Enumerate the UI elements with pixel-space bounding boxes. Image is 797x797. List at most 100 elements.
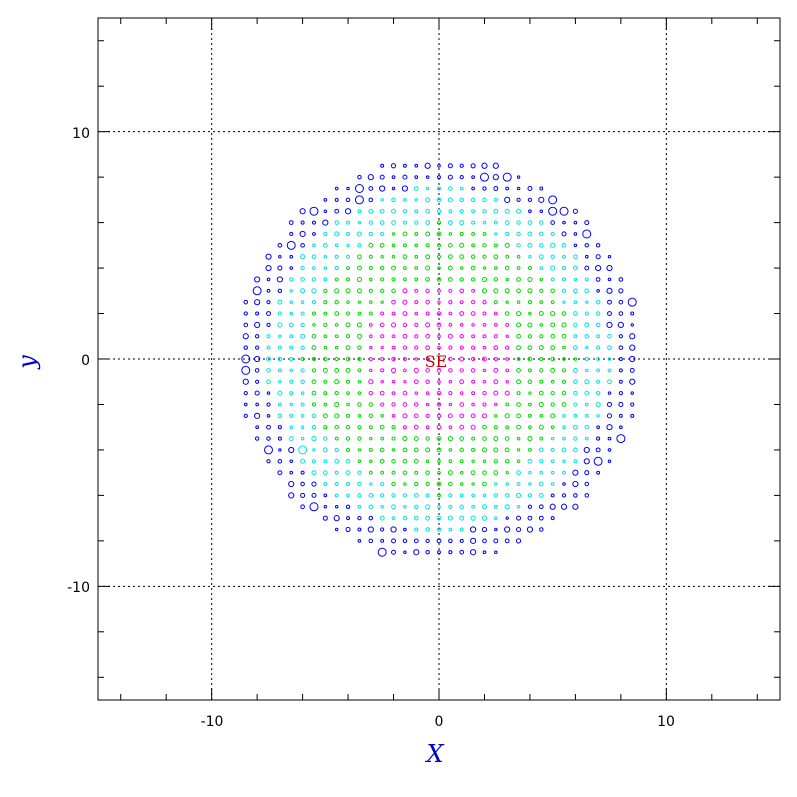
- data-point: [346, 402, 350, 407]
- data-point: [573, 402, 578, 407]
- data-point: [402, 288, 408, 294]
- data-point: [539, 470, 544, 475]
- data-point: [425, 481, 430, 487]
- data-point: [516, 424, 521, 430]
- data-point: [504, 538, 510, 544]
- data-point: [528, 470, 532, 475]
- data-point: [550, 402, 555, 407]
- data-point: [288, 277, 294, 282]
- data-point: [448, 493, 453, 498]
- data-point: [482, 334, 487, 339]
- data-point: [504, 288, 510, 294]
- data-point: [345, 322, 351, 328]
- data-point: [471, 482, 475, 486]
- data-point: [572, 367, 578, 373]
- data-point: [584, 277, 589, 282]
- data-point: [516, 515, 522, 521]
- data-point: [459, 197, 464, 203]
- data-point: [584, 390, 590, 396]
- data-point: [380, 277, 385, 282]
- data-point: [346, 186, 350, 191]
- data-point: [345, 345, 351, 351]
- data-point: [300, 402, 305, 407]
- data-point: [539, 413, 544, 418]
- data-point: [550, 436, 555, 441]
- data-point: [459, 254, 465, 260]
- data-point: [368, 390, 373, 396]
- data-point: [334, 288, 340, 294]
- data-point: [448, 459, 453, 464]
- data-point: [311, 254, 317, 260]
- data-point: [300, 322, 305, 328]
- data-point: [595, 390, 601, 396]
- data-point: [346, 254, 350, 259]
- data-point: [516, 448, 521, 452]
- data-point: [401, 185, 408, 192]
- data-point: [616, 434, 626, 444]
- data-point: [413, 186, 419, 191]
- data-point: [413, 447, 419, 453]
- data-point: [527, 300, 533, 305]
- data-point: [482, 243, 487, 248]
- data-point: [379, 447, 385, 453]
- data-point: [333, 515, 340, 522]
- data-point: [345, 526, 351, 533]
- data-point: [266, 379, 271, 385]
- data-point: [357, 311, 362, 316]
- data-point: [334, 505, 339, 509]
- data-point: [573, 459, 578, 464]
- data-point: [505, 368, 510, 373]
- data-point: [289, 334, 294, 339]
- data-point: [413, 413, 419, 419]
- data-point: [346, 243, 350, 248]
- data-point: [516, 367, 521, 373]
- data-point: [481, 288, 487, 294]
- data-point: [368, 242, 374, 248]
- data-point: [562, 436, 566, 441]
- data-point: [550, 516, 555, 521]
- data-point: [425, 243, 430, 248]
- data-point: [425, 527, 430, 532]
- data-point: [264, 445, 273, 455]
- data-point: [391, 380, 396, 384]
- data-point: [550, 220, 555, 225]
- data-point: [380, 334, 385, 339]
- data-point: [516, 243, 521, 248]
- data-point: [322, 515, 328, 521]
- data-point: [414, 277, 419, 282]
- data-point: [414, 311, 419, 316]
- data-point: [493, 322, 498, 327]
- data-point: [583, 446, 590, 454]
- data-point: [482, 436, 487, 441]
- data-point: [425, 447, 431, 453]
- data-point: [425, 504, 431, 510]
- data-point: [493, 220, 498, 225]
- data-point: [357, 243, 362, 248]
- data-point: [323, 356, 328, 362]
- data-point: [254, 276, 261, 283]
- data-point: [504, 493, 510, 498]
- data-point: [437, 334, 441, 339]
- data-point: [334, 391, 339, 396]
- data-point: [402, 197, 407, 202]
- data-point: [391, 175, 396, 179]
- data-point: [369, 345, 373, 350]
- data-point: [448, 232, 453, 236]
- data-point: [414, 402, 419, 407]
- data-point: [436, 390, 442, 396]
- data-point: [550, 254, 555, 259]
- data-point: [357, 379, 362, 384]
- data-point: [584, 379, 590, 385]
- data-point: [436, 231, 442, 237]
- data-point: [493, 243, 498, 248]
- data-point: [300, 345, 305, 350]
- data-point: [561, 242, 567, 248]
- data-point: [391, 265, 396, 271]
- data-point: [459, 379, 465, 385]
- data-point: [607, 333, 612, 339]
- data-point: [277, 470, 283, 476]
- data-point: [425, 459, 430, 464]
- data-point: [402, 402, 408, 407]
- data-point: [584, 424, 590, 430]
- data-point: [482, 311, 487, 316]
